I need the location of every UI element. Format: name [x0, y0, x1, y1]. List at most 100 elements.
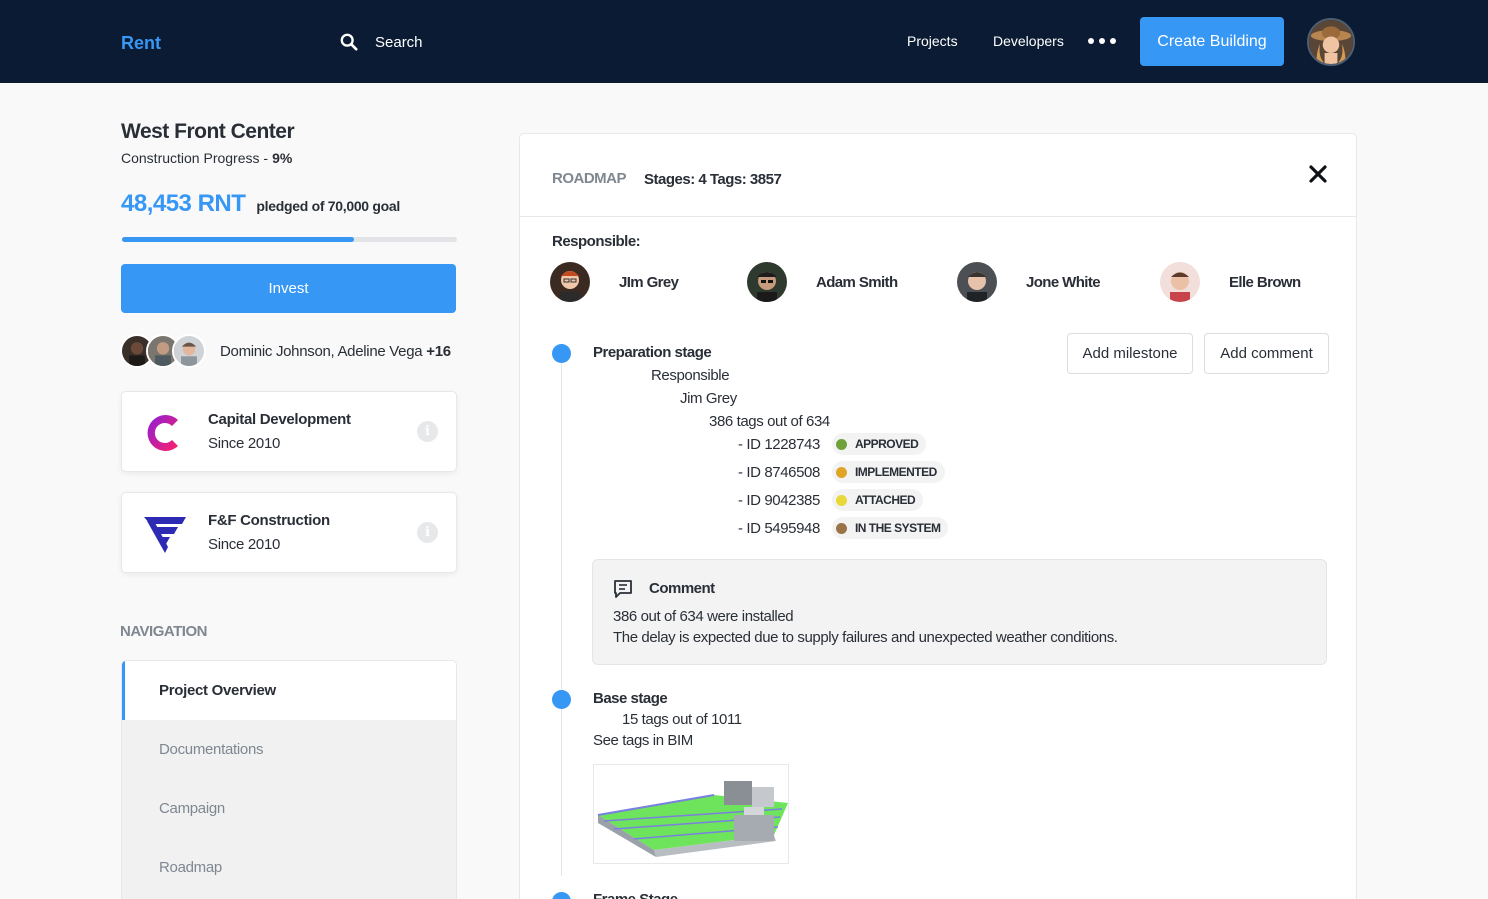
progress-label: Construction Progress - — [121, 150, 269, 166]
create-building-button[interactable]: Create Building — [1140, 17, 1284, 66]
search-box[interactable]: Search — [340, 31, 423, 53]
backers-row: Dominic Johnson, Adeline Vega +16 — [120, 334, 451, 368]
person-name: JIm Grey — [619, 273, 679, 291]
roadmap-card: ROADMAP Stages: 4 Tags: 3857 Responsible… — [519, 133, 1357, 899]
info-icon[interactable]: i — [417, 421, 438, 442]
responsible-person[interactable]: Elle Brown — [1160, 262, 1301, 302]
company-name: Capital Development — [208, 411, 351, 428]
comment-box: Comment 386 out of 634 were installed Th… — [592, 559, 1327, 665]
status-label: IN THE SYSTEM — [854, 521, 941, 535]
funding-progress-bar — [122, 237, 457, 242]
construction-progress: Construction Progress -9% — [121, 150, 292, 166]
bim-link[interactable]: See tags in BIM — [593, 732, 693, 749]
comment-line: The delay is expected due to supply fail… — [613, 629, 1118, 646]
tag-row[interactable]: - ID 5495948 IN THE SYSTEM — [738, 517, 949, 539]
backer-avatar[interactable] — [120, 334, 154, 368]
stage-title: Frame Stage — [593, 891, 678, 899]
backer-avatar[interactable] — [172, 334, 206, 368]
company-since: Since 2010 — [208, 435, 281, 452]
nav-item-project-overview[interactable]: Project Overview — [122, 661, 456, 720]
company-card-ff[interactable]: F&F Construction Since 2010 i — [121, 492, 457, 573]
status-dot — [835, 438, 847, 450]
status-label: ATTACHED — [854, 493, 916, 507]
nav-projects[interactable]: Projects — [907, 33, 958, 49]
tag-id: - ID 5495948 — [738, 519, 820, 537]
tag-row[interactable]: - ID 9042385 ATTACHED — [738, 489, 924, 511]
add-comment-button[interactable]: Add comment — [1204, 333, 1329, 374]
nav-item-roadmap[interactable]: Roadmap — [159, 859, 222, 876]
roadmap-stats: Stages: 4 Tags: 3857 — [644, 171, 782, 188]
nav-item-campaign[interactable]: Campaign — [159, 800, 225, 817]
comment-title: Comment — [649, 580, 715, 597]
funding-progress-fill — [122, 237, 354, 242]
person-avatar — [550, 262, 590, 302]
status-label: IMPLEMENTED — [854, 465, 937, 479]
stage-marker — [552, 892, 571, 899]
company-name: F&F Construction — [208, 512, 330, 529]
responsible-person[interactable]: JIm Grey — [550, 262, 679, 302]
comment-line: 386 out of 634 were installed — [613, 608, 794, 625]
brand-logo[interactable]: Rent — [121, 33, 161, 53]
stage-marker — [552, 344, 571, 363]
status-dot — [835, 466, 847, 478]
responsible-person[interactable]: Jone White — [957, 262, 1101, 302]
top-navigation-bar: Rent Search Projects Developers Create B… — [0, 0, 1488, 83]
project-title: West Front Center — [121, 120, 295, 143]
navigation-panel: Project Overview Documentations Campaign… — [121, 660, 457, 899]
comment-icon — [614, 580, 632, 598]
timeline-line — [561, 356, 562, 876]
user-avatar[interactable] — [1307, 18, 1355, 66]
person-avatar — [957, 262, 997, 302]
stage-marker — [552, 690, 571, 709]
roadmap-header: ROADMAP Stages: 4 Tags: 3857 — [520, 134, 1356, 217]
person-name: Adam Smith — [816, 273, 898, 291]
tag-id: - ID 1228743 — [738, 435, 820, 453]
nav-developers[interactable]: Developers — [993, 33, 1064, 49]
progress-value: 9% — [272, 150, 293, 166]
person-name: Elle Brown — [1229, 273, 1301, 291]
stage-responsible-name: Jim Grey — [680, 390, 737, 407]
responsible-person[interactable]: Adam Smith — [747, 262, 898, 302]
status-badge: APPROVED — [831, 433, 927, 455]
stage-title: Base stage — [593, 690, 668, 707]
more-menu-icon[interactable] — [1088, 36, 1116, 46]
search-label[interactable]: Search — [375, 33, 423, 51]
tag-id: - ID 9042385 — [738, 491, 820, 509]
nav-item-documentations[interactable]: Documentations — [159, 741, 264, 758]
person-avatar — [747, 262, 787, 302]
pledged-amount: 48,453 RNT — [121, 190, 246, 217]
status-badge: IN THE SYSTEM — [831, 517, 949, 539]
ff-logo-icon — [144, 517, 186, 553]
close-icon[interactable] — [1306, 162, 1330, 186]
responsible-label: Responsible: — [552, 233, 641, 250]
status-badge: ATTACHED — [831, 489, 924, 511]
bim-model-thumbnail[interactable] — [593, 764, 789, 864]
search-icon — [340, 33, 358, 51]
status-label: APPROVED — [854, 437, 919, 451]
person-avatar — [1160, 262, 1200, 302]
roadmap-label: ROADMAP — [552, 170, 627, 187]
stage-responsible-label: Responsible — [651, 367, 730, 384]
person-name: Jone White — [1026, 273, 1101, 291]
stage-tags-summary: 15 tags out of 1011 — [622, 711, 742, 728]
add-milestone-button[interactable]: Add milestone — [1067, 333, 1193, 374]
tag-id: - ID 8746508 — [738, 463, 820, 481]
tag-row[interactable]: - ID 1228743 APPROVED — [738, 433, 927, 455]
company-since: Since 2010 — [208, 536, 281, 553]
capital-logo-icon — [147, 415, 178, 451]
backers-names: Dominic Johnson, Adeline Vega +16 — [220, 343, 451, 360]
stage-tags-summary: 386 tags out of 634 — [709, 413, 830, 430]
tag-row[interactable]: - ID 8746508 IMPLEMENTED — [738, 461, 945, 483]
status-dot — [835, 522, 847, 534]
navigation-heading: NAVIGATION — [120, 623, 207, 640]
status-dot — [835, 494, 847, 506]
backers-more-count[interactable]: +16 — [426, 342, 451, 360]
pledged-goal: pledged of 70,000 goal — [256, 198, 400, 214]
invest-button[interactable]: Invest — [121, 264, 456, 313]
backers-names-text: Dominic Johnson, Adeline Vega — [220, 342, 423, 360]
stage-title: Preparation stage — [593, 344, 712, 361]
info-icon[interactable]: i — [417, 522, 438, 543]
company-card-capital[interactable]: Capital Development Since 2010 i — [121, 391, 457, 472]
status-badge: IMPLEMENTED — [831, 461, 945, 483]
pledge-summary: 48,453 RNT pledged of 70,000 goal — [121, 190, 400, 218]
